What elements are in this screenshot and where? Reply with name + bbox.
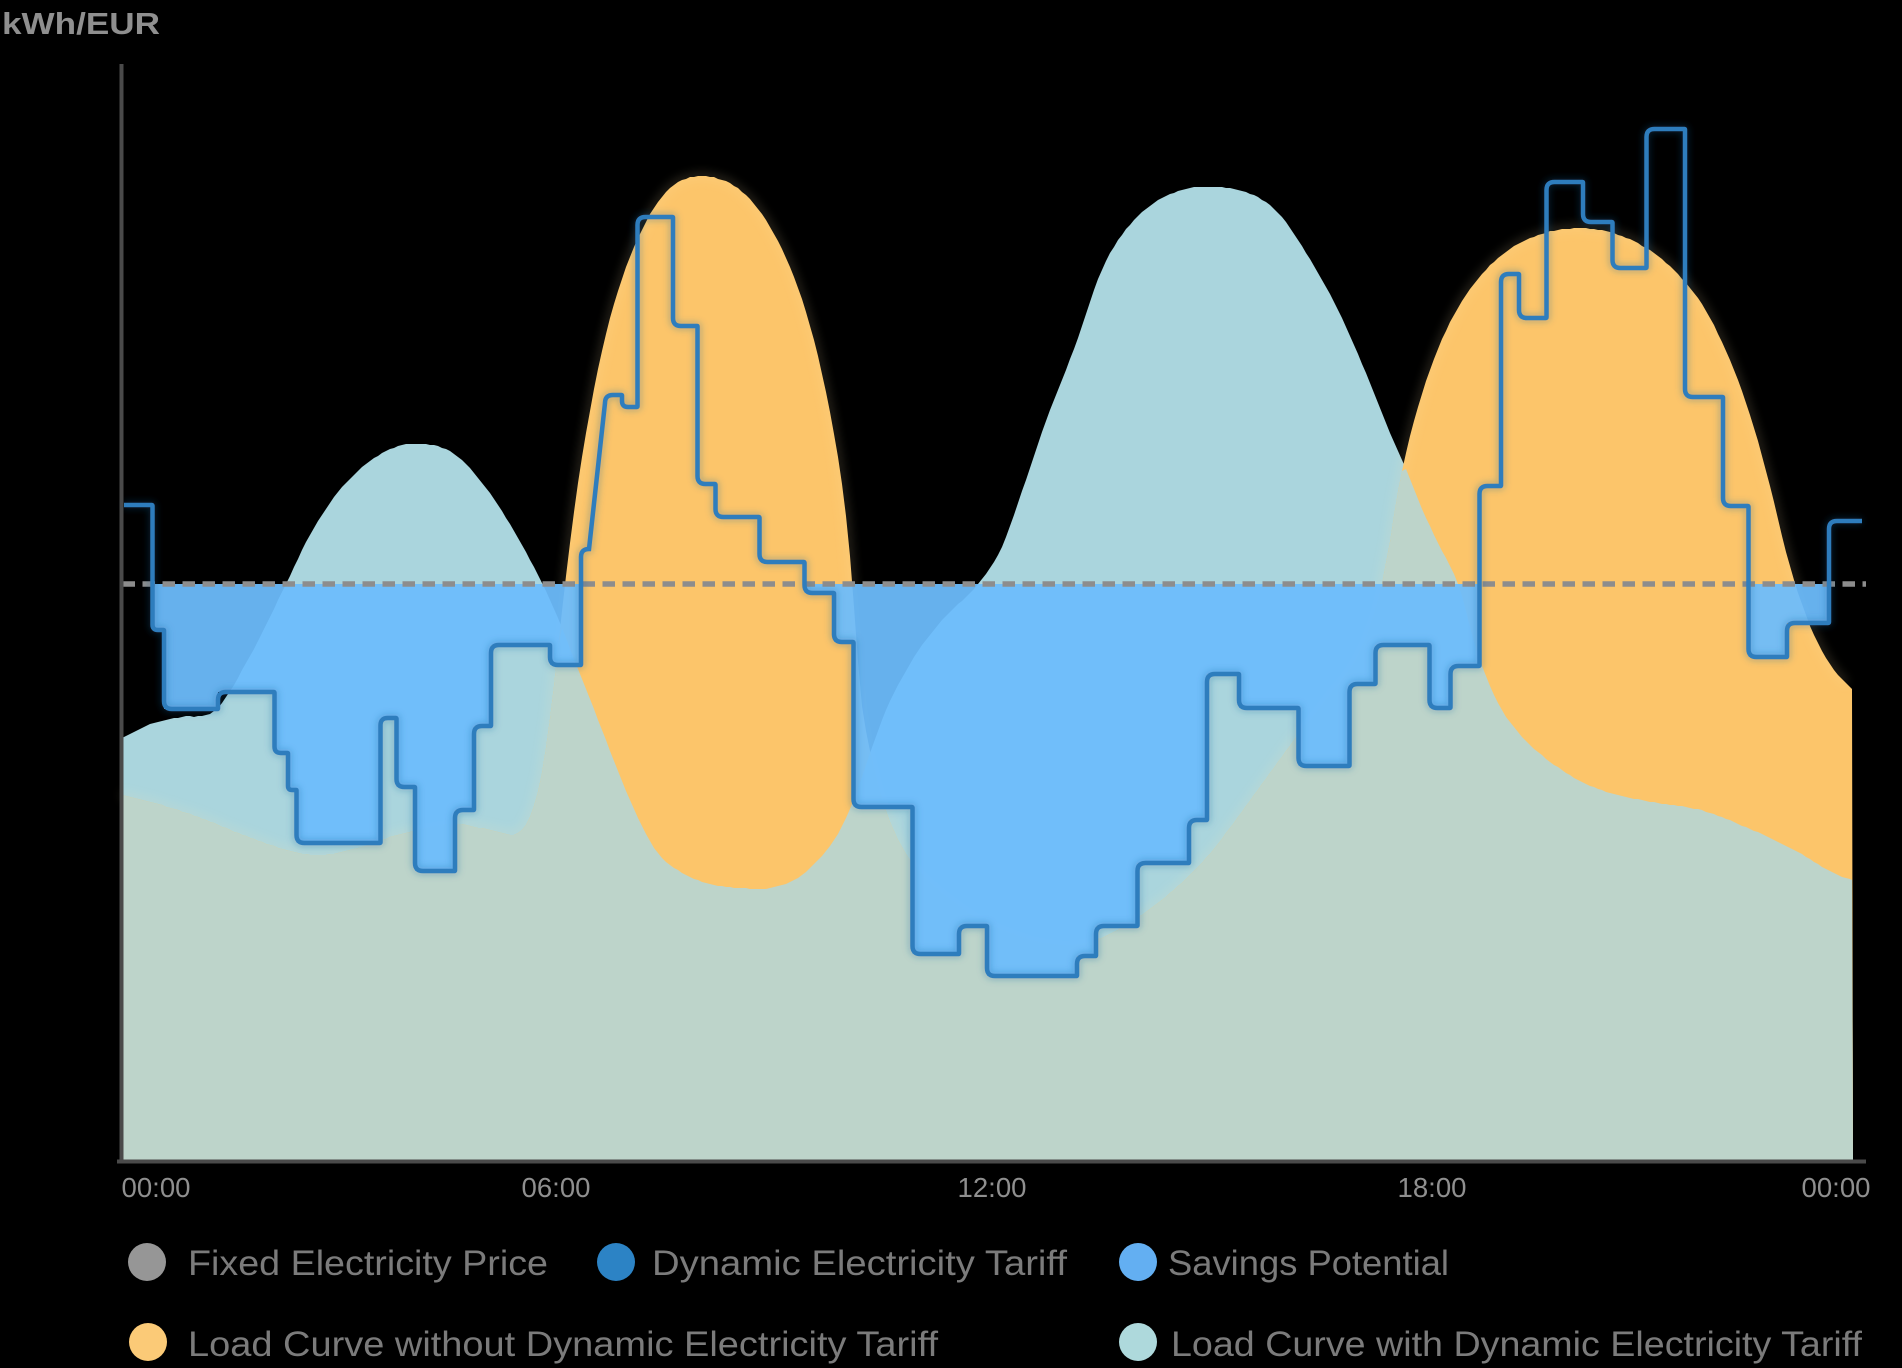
svg-text:kWh/EUR: kWh/EUR xyxy=(2,6,160,41)
svg-text:Savings Potential: Savings Potential xyxy=(1168,1244,1449,1283)
svg-text:12:00: 12:00 xyxy=(958,1172,1027,1203)
svg-text:06:00: 06:00 xyxy=(522,1172,591,1203)
svg-text:00:00: 00:00 xyxy=(1802,1172,1871,1203)
svg-text:00:00: 00:00 xyxy=(122,1172,191,1203)
svg-text:Fixed Electricity Price: Fixed Electricity Price xyxy=(188,1244,548,1283)
svg-text:Load Curve without Dynamic Ele: Load Curve without Dynamic Electricity T… xyxy=(188,1325,938,1364)
svg-text:Load Curve with Dynamic Electr: Load Curve with Dynamic Electricity Tari… xyxy=(1171,1325,1862,1364)
svg-text:18:00: 18:00 xyxy=(1398,1172,1467,1203)
svg-text:Dynamic Electricity Tariff: Dynamic Electricity Tariff xyxy=(652,1244,1067,1283)
